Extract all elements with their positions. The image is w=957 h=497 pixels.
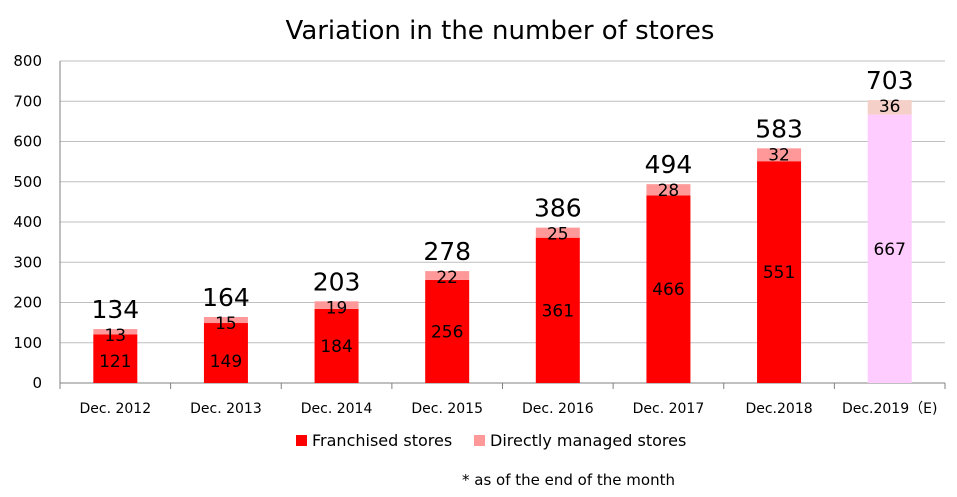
label-total: 203 xyxy=(313,267,361,296)
x-tick-label: Dec.2018 xyxy=(745,401,812,417)
bar-directly-managed xyxy=(535,227,580,238)
chart-title: Variation in the number of stores xyxy=(286,16,715,46)
y-tick-label: 200 xyxy=(13,294,42,312)
label-total: 164 xyxy=(202,283,250,312)
x-tick-label: Dec. 2017 xyxy=(633,401,705,417)
label-directly-managed: 28 xyxy=(658,181,680,201)
x-tick-label: Dec. 2013 xyxy=(190,401,262,417)
label-total: 134 xyxy=(91,295,139,324)
bar-directly-managed xyxy=(425,271,470,280)
y-tick-label: 800 xyxy=(13,52,42,70)
label-total: 386 xyxy=(534,194,582,223)
label-franchised: 256 xyxy=(431,322,463,342)
label-directly-managed: 25 xyxy=(547,225,569,245)
x-tick-label: Dec. 2012 xyxy=(80,401,152,417)
y-tick-label: 600 xyxy=(13,133,42,151)
legend-swatch-directly-managed xyxy=(474,435,485,446)
bar-directly-managed xyxy=(646,184,691,196)
label-franchised: 149 xyxy=(210,352,242,372)
x-tick-label: Dec. 2016 xyxy=(522,401,594,417)
gridlines xyxy=(60,60,945,384)
label-franchised: 466 xyxy=(652,280,684,300)
label-directly-managed: 13 xyxy=(104,326,126,346)
legend-swatch-franchised xyxy=(296,435,307,446)
x-tick-label: Dec. 2015 xyxy=(411,401,483,417)
x-tick-label: Dec.2019（E) xyxy=(842,401,937,417)
bar-directly-managed xyxy=(203,316,248,324)
label-directly-managed: 36 xyxy=(879,97,901,117)
bar-directly-managed xyxy=(314,301,359,309)
bar-franchised xyxy=(757,161,802,383)
y-tick-label: 400 xyxy=(13,213,42,231)
label-directly-managed: 22 xyxy=(436,268,458,288)
bar-franchised xyxy=(535,237,580,383)
bar-franchised xyxy=(425,279,470,383)
label-total: 494 xyxy=(645,150,693,179)
bar-franchised xyxy=(867,114,912,383)
bar-franchised xyxy=(93,334,138,383)
bar-franchised xyxy=(646,195,691,383)
y-tick-label: 500 xyxy=(13,173,42,191)
bar-franchised xyxy=(203,323,248,383)
y-tick-label: 300 xyxy=(13,253,42,271)
label-total: 703 xyxy=(866,66,914,95)
bar-franchised xyxy=(314,308,359,383)
y-tick-label: 100 xyxy=(13,334,42,352)
bar-directly-managed xyxy=(93,329,138,335)
label-directly-managed: 32 xyxy=(768,145,790,165)
y-tick-label: 0 xyxy=(32,374,42,392)
label-total: 278 xyxy=(423,237,471,266)
x-tick-label: Dec. 2014 xyxy=(301,401,373,417)
legend: Franchised stores Directly managed store… xyxy=(296,431,686,450)
label-franchised: 184 xyxy=(320,337,352,357)
label-franchised: 361 xyxy=(542,301,574,321)
legend-label-directly-managed: Directly managed stores xyxy=(490,431,686,450)
label-total: 583 xyxy=(755,114,803,143)
bar-directly-managed xyxy=(757,148,802,162)
label-franchised: 121 xyxy=(99,352,131,372)
x-axis: Dec. 2012 Dec. 2013 Dec. 2014 Dec. 2015 Dec.… xyxy=(59,383,946,417)
footnote: * as of the end of the month xyxy=(462,471,675,489)
label-franchised: 667 xyxy=(873,240,905,260)
legend-label-franchised: Franchised stores xyxy=(312,431,452,450)
label-franchised: 551 xyxy=(763,263,795,283)
label-directly-managed: 15 xyxy=(215,314,237,334)
label-directly-managed: 19 xyxy=(326,298,348,318)
y-axis: 0 100 200 300 400 500 600 700 800 xyxy=(13,52,61,392)
bar-directly-managed xyxy=(867,100,912,115)
y-tick-label: 700 xyxy=(13,92,42,110)
